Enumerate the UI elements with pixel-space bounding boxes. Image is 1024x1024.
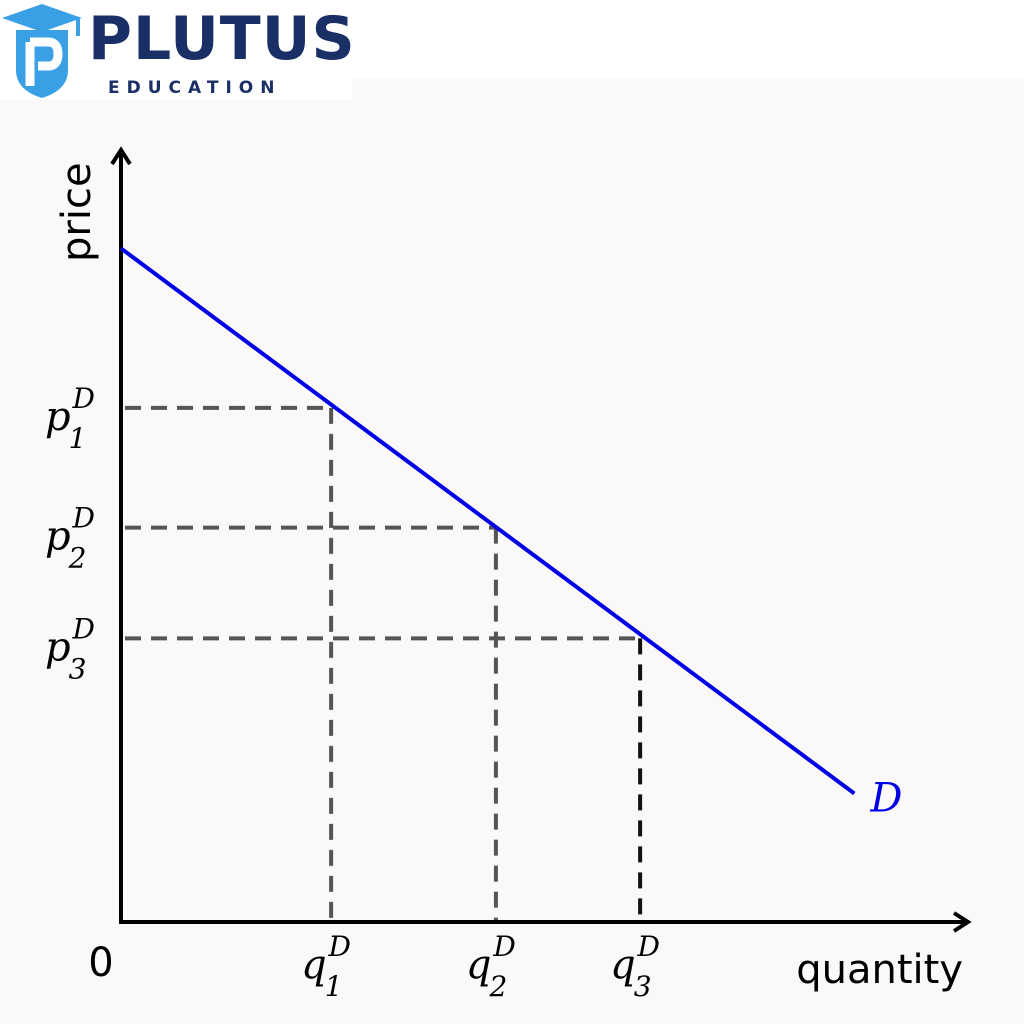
graduation-cap-shield-icon: [2, 4, 82, 98]
price-tick-sub-2: 2: [68, 542, 87, 575]
logo: PLUTUS EDUCATION: [0, 0, 355, 100]
price-tick-label-1: p1D: [45, 382, 95, 455]
axes: [110, 146, 972, 933]
demand-curve-label: D: [869, 775, 902, 821]
quantity-tick-sup-2: D: [492, 930, 515, 963]
y-axis-arrow: [110, 146, 132, 166]
quantity-tick-label-2: q2D: [466, 930, 516, 1003]
y-axis-label: price: [54, 162, 100, 262]
price-tick-sup-3: D: [71, 612, 94, 645]
logo-tagline: EDUCATION: [108, 78, 282, 98]
quantity-tick-sub-3: 3: [634, 970, 652, 1003]
quantity-tick-label-1: q1D: [301, 930, 351, 1003]
demand-curve-line: [119, 246, 856, 796]
price-tick-label-2: p2D: [45, 502, 95, 575]
x-axis-arrow: [952, 911, 972, 933]
x-axis-label: quantity: [796, 947, 963, 993]
series-layer: D: [119, 246, 902, 821]
quantity-tick-sup-3: D: [637, 930, 660, 963]
price-tick-label-3: p3D: [45, 612, 95, 685]
reference-guides: [125, 405, 643, 922]
price-tick-sub-1: 1: [69, 422, 87, 455]
price-tick-sub-3: 3: [69, 652, 87, 685]
quantity-tick-sub-2: 2: [489, 970, 508, 1003]
logo-wordmark: PLUTUS: [88, 4, 356, 74]
quantity-tick-sup-1: D: [328, 930, 351, 963]
price-tick-sup-2: D: [71, 502, 94, 535]
quantity-tick-sub-1: 1: [325, 970, 343, 1003]
price-tick-sup-1: D: [71, 382, 94, 415]
origin-label: 0: [88, 940, 113, 986]
quantity-tick-label-3: q3D: [610, 930, 660, 1003]
plot-background: [0, 78, 1024, 1024]
